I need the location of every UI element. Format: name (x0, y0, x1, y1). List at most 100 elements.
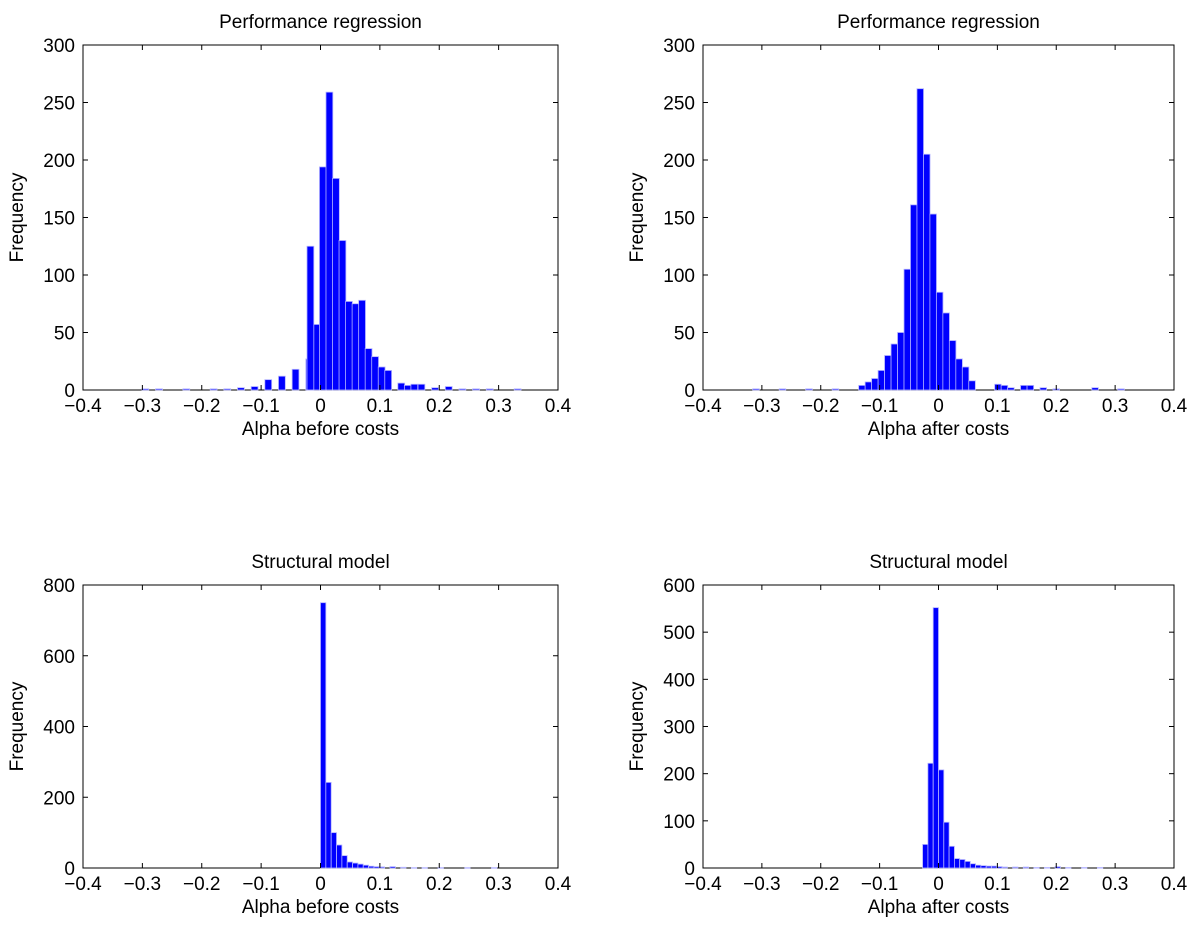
chart-2-bar-18 (948, 340, 957, 391)
chart-2-bar-25 (1020, 384, 1028, 391)
chart-1-xtick-label-8: 0.4 (545, 396, 572, 417)
chart-1-bar-32 (485, 388, 494, 391)
chart-4-ytick-label-0: 0 (684, 859, 695, 880)
chart-1-bar-23 (384, 370, 392, 391)
chart-3-xtick-label-6: 0.2 (426, 874, 452, 895)
chart-1-bar-0 (141, 388, 150, 391)
chart-2-bar-27 (1039, 387, 1047, 391)
chart-4-ytick-label-6: 600 (663, 576, 695, 597)
chart-3-bar-13 (400, 866, 407, 869)
chart-2-ytick-label-6: 300 (663, 36, 695, 57)
chart-2-bar-5 (864, 381, 873, 391)
chart-2-bar-4 (858, 384, 866, 391)
chart-4-bar-8 (964, 861, 971, 869)
chart-3-ylabel: Frequency (7, 681, 28, 771)
chart-2-ytick-label-5: 250 (663, 94, 695, 115)
chart-1-xtick-label-6: 0.2 (426, 396, 452, 417)
chart-4-ytick-label-2: 200 (663, 765, 695, 786)
chart-3-bar-2 (330, 832, 337, 869)
chart-1-xtick-label-7: 0.3 (485, 396, 511, 417)
chart-1-bar-15 (332, 177, 340, 391)
chart-1-xtick-label-2: −0.2 (183, 396, 221, 417)
chart-1-bar-20 (364, 348, 373, 391)
chart-4-bar-4 (943, 821, 950, 869)
chart-2-bar-21 (968, 380, 976, 391)
chart-3-ytick-label-2: 400 (43, 718, 75, 739)
chart-3-bar-4 (341, 855, 348, 869)
chart-2-bar-8 (884, 355, 892, 391)
chart-4-bar-12 (985, 865, 992, 869)
chart-1-bar-22 (377, 366, 386, 391)
chart-1-bar-27 (417, 383, 426, 391)
chart-3-bar-14 (410, 867, 418, 869)
chart-2-bar-9 (890, 343, 899, 391)
chart-2-title: Performance regression (837, 12, 1040, 33)
chart-4-bar-16 (1012, 866, 1019, 869)
chart-3-bar-12 (389, 866, 396, 869)
chart-1-ytick-label-5: 250 (43, 94, 75, 115)
chart-3-xtick-label-1: −0.3 (124, 874, 162, 895)
chart-2-ytick-label-0: 0 (684, 381, 695, 402)
chart-2-xlabel: Alpha after costs (868, 419, 1010, 440)
chart-4-xtick-label-6: 0.2 (1043, 874, 1069, 895)
chart-4-xtick-label-5: 0.1 (984, 874, 1010, 895)
chart-4-bar-3 (938, 769, 945, 869)
chart-3-bar-18 (491, 867, 498, 869)
chart-1-ylabel: Frequency (7, 172, 28, 262)
chart-4-bar-19 (1044, 867, 1051, 869)
chart-2-bar-24 (1007, 387, 1015, 391)
chart-4-ytick-label-4: 400 (663, 670, 695, 691)
chart-2-bar-20 (961, 366, 970, 391)
chart-3-title: Structural model (251, 552, 389, 573)
chart-3-bar-0 (320, 602, 327, 869)
chart-1-xtick-label-3: −0.1 (242, 396, 280, 417)
chart-1-bar-24 (397, 382, 406, 391)
chart-1-bar-18 (351, 303, 360, 391)
chart-4-bar-2 (932, 607, 939, 869)
chart-4-bar-10 (975, 864, 982, 869)
chart-1-bar-4 (223, 388, 232, 391)
chart-1-bar-33 (513, 388, 522, 391)
chart-1-xlabel: Alpha before costs (242, 419, 399, 440)
chart-4-xtick-label-0: −0.4 (684, 874, 722, 895)
chart-4-xtick-label-4: 0 (933, 874, 944, 895)
chart-3-bar-6 (352, 862, 359, 869)
chart-1-bar-9 (291, 368, 300, 391)
chart-4-bar-6 (954, 858, 961, 869)
chart-3-ytick-label-3: 600 (43, 647, 75, 668)
chart-3-bar-1 (325, 781, 332, 869)
chart-2-ylabel: Frequency (627, 172, 648, 262)
chart-2-xtick-label-8: 0.4 (1161, 396, 1188, 417)
chart-4-xtick-label-3: −0.1 (861, 874, 899, 895)
chart-1-bar-17 (345, 301, 353, 391)
chart-3-xtick-label-4: 0 (315, 874, 326, 895)
chart-4-bar-21 (1065, 867, 1072, 869)
chart-1-ytick-label-2: 100 (43, 266, 75, 287)
chart-1-bar-3 (209, 388, 218, 391)
chart-4-ytick-label-3: 300 (663, 718, 695, 739)
chart-1-bar-12 (306, 245, 315, 391)
chart-4-title: Structural model (869, 552, 1007, 573)
chart-2-xtick-label-4: 0 (933, 396, 944, 417)
chart-2-bar-30 (1117, 388, 1125, 391)
chart-4-xtick-label-1: −0.3 (743, 874, 781, 895)
chart-2-ytick-label-1: 50 (674, 324, 695, 345)
chart-3-bar-11 (378, 866, 386, 869)
chart-2-bar-1 (778, 388, 787, 391)
chart-3-ytick-label-4: 800 (43, 576, 75, 597)
chart-2-xtick-label-1: −0.3 (743, 396, 781, 417)
chart-1-bar-13 (319, 166, 327, 391)
chart-panel-1: −0.4 −0.3 −0.2 −0.1 0 0.1 0.2 0.3 0.4 0 50 100 150 20… (7, 12, 572, 440)
chart-1-bar-25 (403, 384, 412, 391)
chart-1-xtick-label-1: −0.3 (124, 396, 162, 417)
chart-2-bar-29 (1091, 387, 1099, 391)
chart-3-bar-8 (362, 864, 369, 869)
chart-3-bar-5 (346, 861, 353, 869)
chart-4-ytick-label-5: 500 (663, 623, 695, 644)
chart-4-ytick-label-1: 100 (663, 812, 695, 833)
chart-2-ytick-label-2: 100 (663, 266, 695, 287)
chart-1-bar-31 (472, 388, 480, 391)
chart-3-xtick-label-0: −0.4 (64, 874, 102, 895)
chart-1-bar-21 (371, 356, 379, 391)
